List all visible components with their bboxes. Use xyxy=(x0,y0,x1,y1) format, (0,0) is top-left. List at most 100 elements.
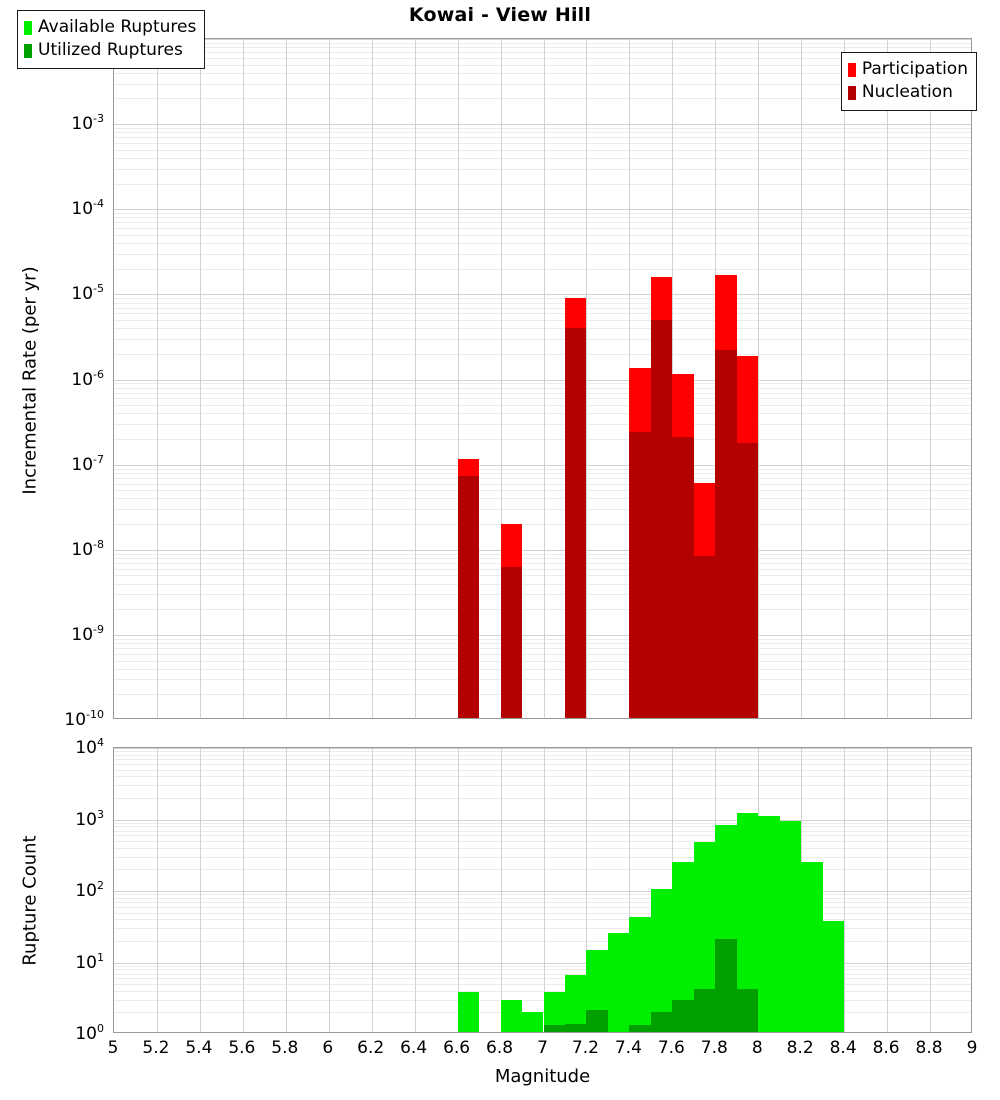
y-axis-tick-label: 101 xyxy=(75,950,104,973)
legend-label-utilized-ruptures: Utilized Ruptures xyxy=(38,40,183,60)
bar-segment-outer xyxy=(758,816,780,1032)
x-axis-tick-label: 7 xyxy=(537,1038,548,1058)
page-title: Kowai - View Hill xyxy=(408,4,592,26)
legend-swatch-nucleation xyxy=(847,85,856,100)
bar-segment-outer xyxy=(736,813,759,1032)
x-axis-tick-label: 8.4 xyxy=(829,1038,857,1058)
bar-segment-inner xyxy=(650,320,673,718)
x-axis-tick-label: 8.8 xyxy=(915,1038,943,1058)
bar-segment-outer xyxy=(693,842,716,1032)
bar-segment-inner xyxy=(629,431,651,718)
bar-stack xyxy=(672,748,694,1032)
x-axis-tick-label: 5.4 xyxy=(185,1038,213,1058)
bar-stack xyxy=(522,748,544,1032)
bar-segment-inner xyxy=(736,443,759,718)
y-axis-tick-label: 10-4 xyxy=(71,197,104,220)
bar-segment-outer xyxy=(543,992,565,1032)
legend-item[interactable]: Available Ruptures xyxy=(24,16,196,39)
bar-stack xyxy=(672,39,694,718)
x-axis-tick-label: 5.2 xyxy=(142,1038,170,1058)
y-axis-tick-label: 10-9 xyxy=(71,623,104,645)
bar-segment-outer xyxy=(607,933,630,1032)
bar-segment-inner xyxy=(672,1000,694,1032)
y-axis-tick-label: 10-6 xyxy=(71,367,104,390)
bar-stack xyxy=(500,748,523,1032)
x-axis-tick-label: 5.6 xyxy=(228,1038,256,1058)
y-axis-tick-label: 10-5 xyxy=(71,282,104,305)
y-axis-tick-label: 10-8 xyxy=(71,537,104,560)
bar-segment-inner xyxy=(736,988,759,1032)
bar-segment-outer xyxy=(522,1012,544,1032)
y-axis-label-bottom: Rupture Count xyxy=(19,835,41,966)
bar-stack xyxy=(715,39,737,718)
bar-segment-inner xyxy=(650,1012,673,1032)
legend-item[interactable]: Nucleation xyxy=(847,81,968,104)
rupture-count-plot xyxy=(113,747,972,1033)
legend-label-available-ruptures: Available Ruptures xyxy=(38,17,197,37)
bar-stack xyxy=(650,748,673,1032)
bar-segment-outer xyxy=(672,861,694,1032)
bar-stack xyxy=(457,39,480,718)
bar-segment-inner xyxy=(543,1025,565,1032)
x-axis-tick-label: 9 xyxy=(966,1038,978,1058)
bar-stack xyxy=(779,748,802,1032)
x-axis-tick-label: 6 xyxy=(322,1038,334,1058)
bar-segment-outer xyxy=(650,889,673,1032)
legend-swatch-available-ruptures xyxy=(24,20,32,35)
x-axis-tick-label: 7.6 xyxy=(657,1038,685,1058)
bar-stack xyxy=(822,748,845,1032)
bar-segment-outer xyxy=(822,920,845,1032)
bars-top xyxy=(114,39,971,718)
bars-bottom xyxy=(114,748,971,1032)
y-axis-tick-label: 10-7 xyxy=(71,452,104,475)
legend-top: Participation Nucleation xyxy=(840,52,977,111)
x-axis-tick-label: 5.8 xyxy=(271,1038,299,1058)
y-axis-tick-label: 100 xyxy=(75,1022,104,1044)
x-axis-tick-label: 6.6 xyxy=(443,1038,471,1058)
bar-segment-inner xyxy=(586,1010,608,1032)
bar-stack xyxy=(543,748,565,1032)
bar-segment-inner xyxy=(693,988,716,1032)
bar-stack xyxy=(564,39,587,718)
bar-stack xyxy=(715,748,737,1032)
bar-stack xyxy=(564,748,587,1032)
bar-segment-outer xyxy=(629,917,651,1032)
x-axis-tick-label: 8.6 xyxy=(872,1038,900,1058)
bar-stack xyxy=(736,748,759,1032)
x-axis-tick-label: 8.2 xyxy=(786,1038,814,1058)
y-axis-label-top: Incremental Rate (per yr) xyxy=(19,266,41,495)
y-axis-tick-label: 102 xyxy=(75,879,104,901)
x-axis-tick-label: 6.2 xyxy=(357,1038,385,1058)
bar-segment-outer xyxy=(801,861,823,1032)
bar-segment-outer xyxy=(564,974,587,1032)
legend-item[interactable]: Participation xyxy=(847,58,968,81)
bar-segment-inner xyxy=(500,566,523,718)
bar-stack xyxy=(607,748,630,1032)
legend-swatch-utilized-ruptures xyxy=(24,43,32,58)
bar-segment-outer xyxy=(457,992,480,1032)
incremental-rate-plot xyxy=(113,38,972,719)
bar-segment-inner xyxy=(693,556,716,718)
bar-stack xyxy=(801,748,823,1032)
bar-stack xyxy=(586,748,608,1032)
y-axis-tick-label: 104 xyxy=(75,736,104,758)
bar-stack xyxy=(758,748,780,1032)
bar-stack xyxy=(457,748,480,1032)
bar-segment-inner xyxy=(629,1025,651,1032)
x-axis-tick-label: 6.8 xyxy=(486,1038,514,1058)
bar-segment-inner xyxy=(672,437,694,718)
bar-stack xyxy=(693,748,716,1032)
legend-bottom: Available Ruptures Utilized Ruptures xyxy=(17,10,206,69)
bar-stack xyxy=(500,39,523,718)
legend-item[interactable]: Utilized Ruptures xyxy=(24,39,196,62)
x-axis-tick-label: 7.8 xyxy=(700,1038,728,1058)
bar-segment-inner xyxy=(715,350,737,718)
bar-segment-outer xyxy=(779,820,802,1032)
x-axis-tick-label: 7.4 xyxy=(614,1038,642,1058)
bar-stack xyxy=(629,748,651,1032)
legend-label-nucleation: Nucleation xyxy=(861,82,953,102)
y-axis-tick-label: 10-3 xyxy=(71,112,104,134)
bar-segment-inner xyxy=(457,475,480,718)
bar-segment-outer xyxy=(500,1000,523,1032)
legend-swatch-participation xyxy=(847,62,856,77)
